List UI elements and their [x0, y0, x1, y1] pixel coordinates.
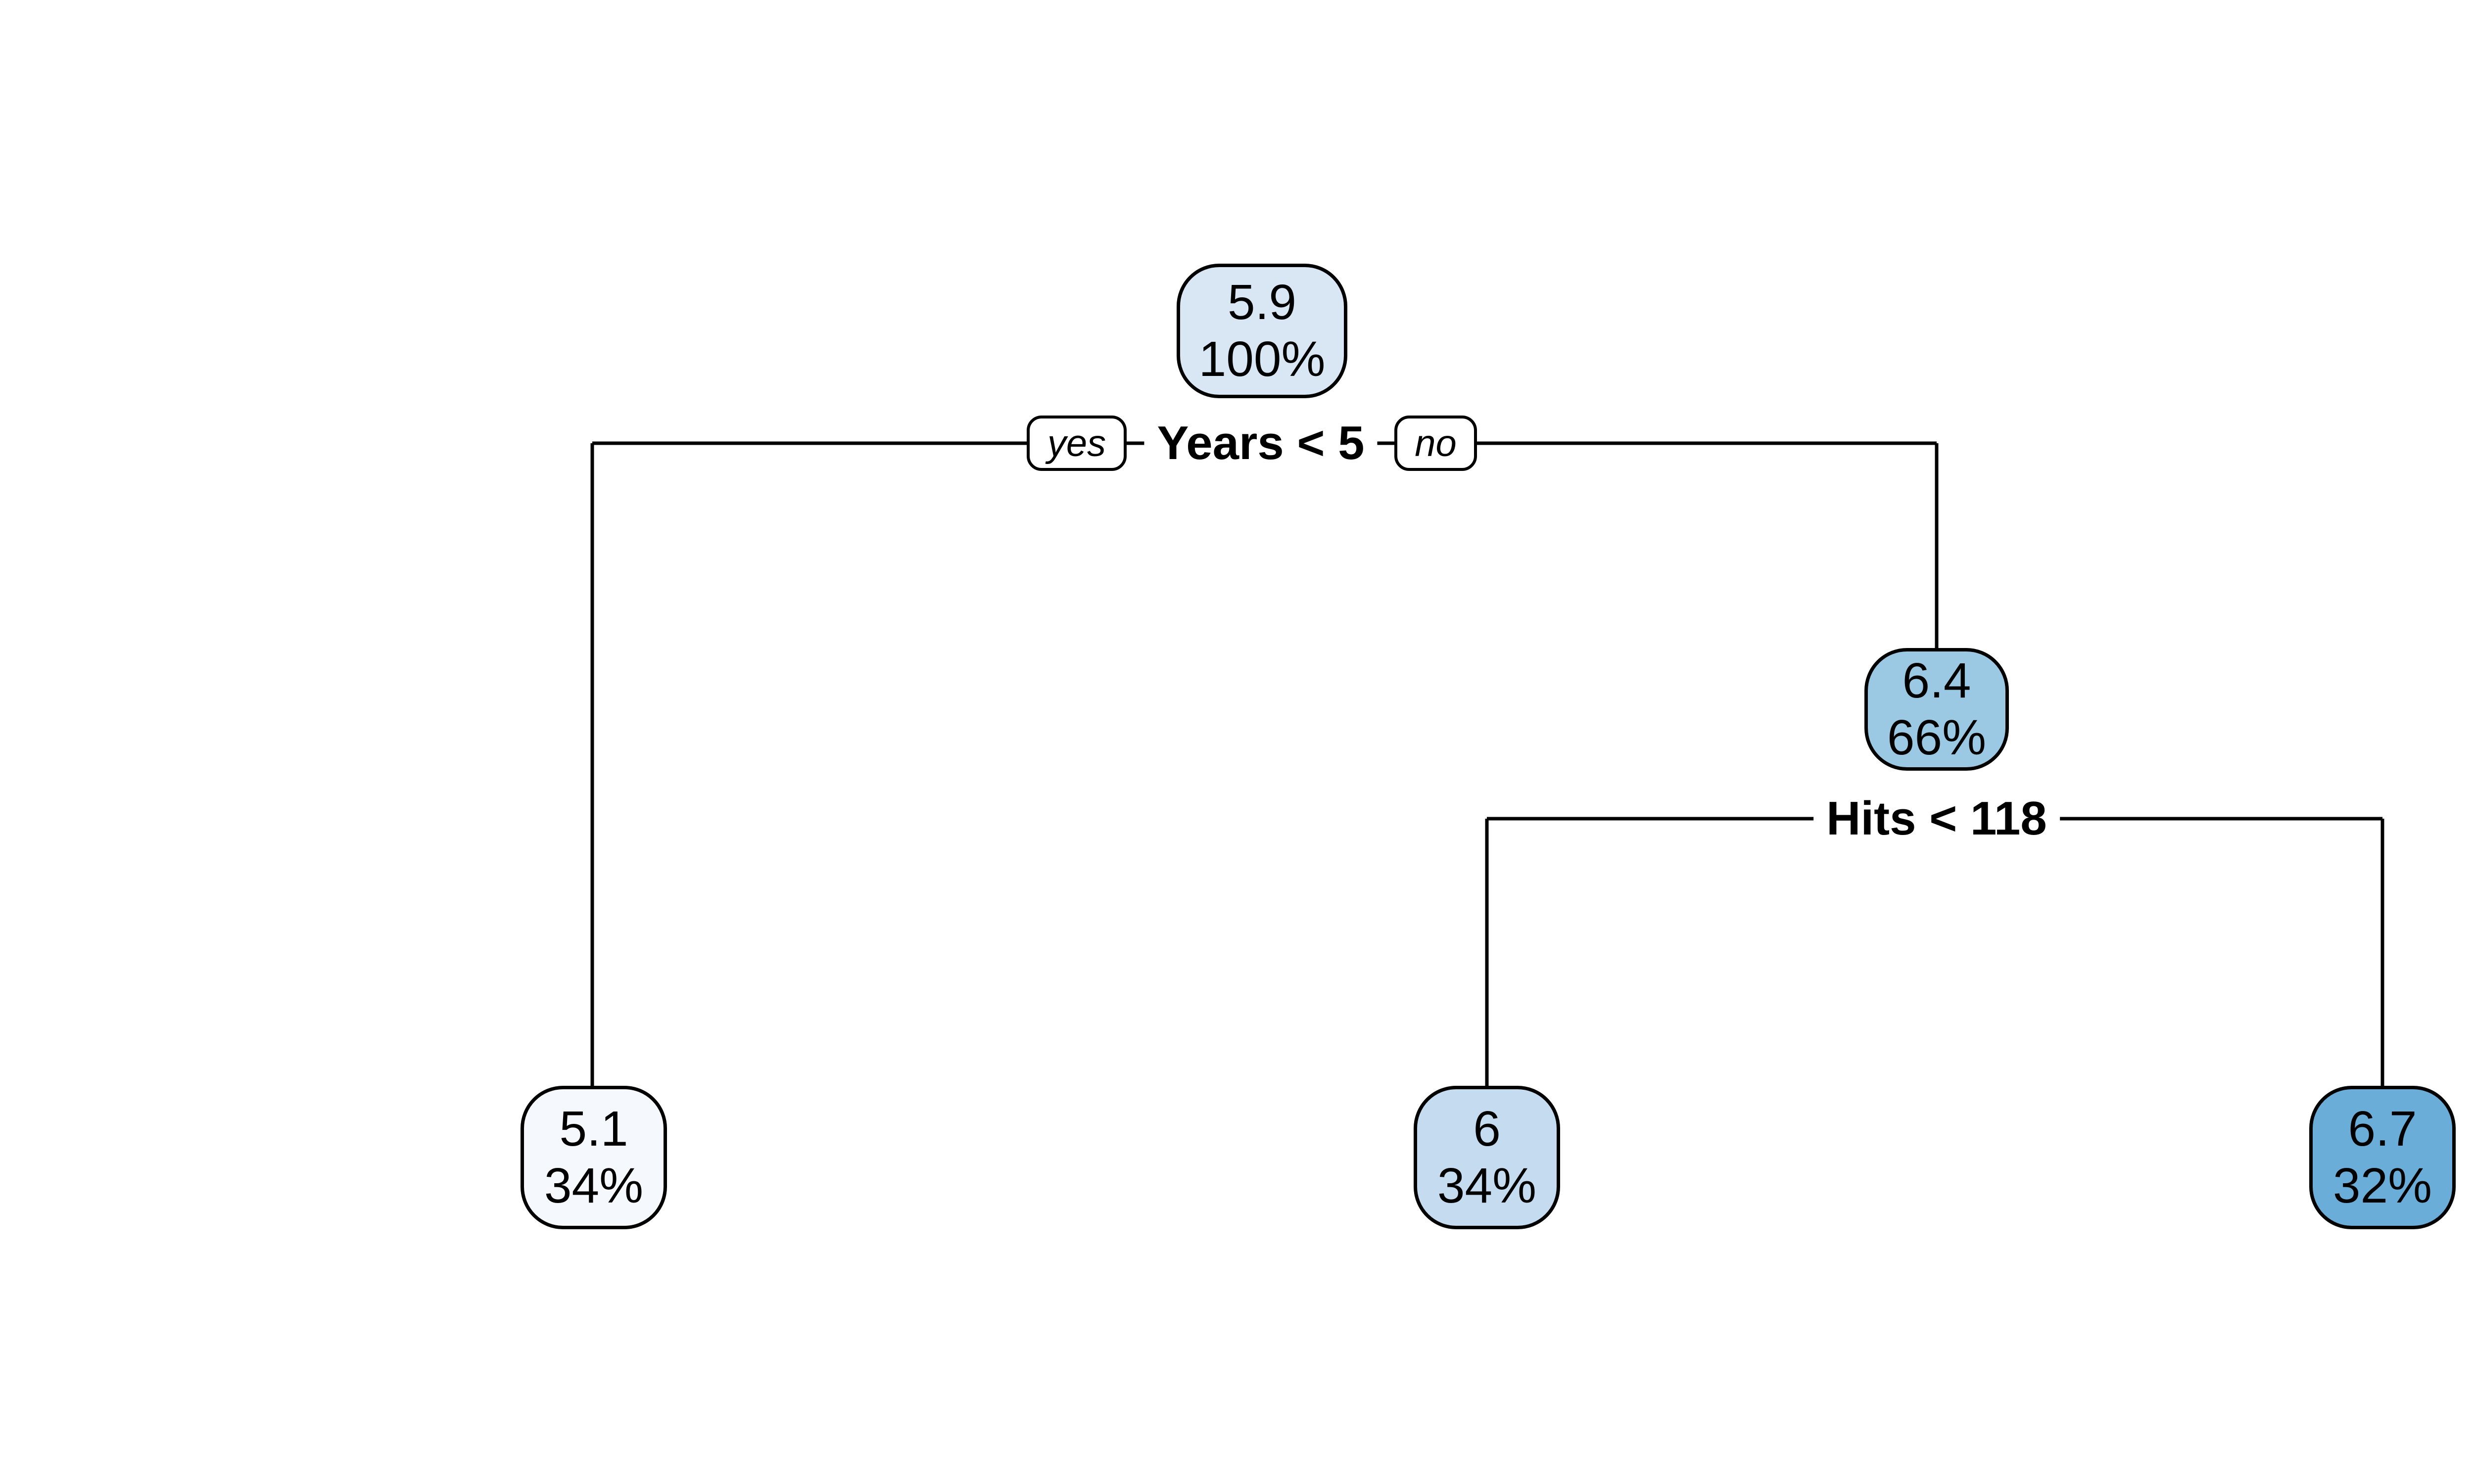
- node-value: 5.1: [559, 1101, 628, 1157]
- split-condition-years: Years < 5: [1144, 412, 1378, 474]
- no-branch-text: no: [1415, 422, 1457, 464]
- tree-leaf-no-yes: 6 34%: [1414, 1086, 1560, 1229]
- node-percent: 32%: [2332, 1158, 2432, 1213]
- yes-branch-label: yes: [1027, 416, 1127, 471]
- node-percent: 100%: [1198, 331, 1326, 387]
- tree-leaf-yes: 5.1 34%: [521, 1086, 667, 1229]
- tree-node-root: 5.9 100%: [1177, 264, 1347, 398]
- no-branch-label: no: [1394, 416, 1477, 471]
- node-percent: 66%: [1887, 710, 1987, 765]
- tree-leaf-no-no: 6.7 32%: [2309, 1086, 2456, 1229]
- tree-node-internal-no: 6.4 66%: [1864, 648, 2009, 771]
- node-value: 6: [1473, 1101, 1501, 1157]
- node-value: 6.7: [2348, 1101, 2417, 1157]
- node-percent: 34%: [1437, 1158, 1537, 1213]
- split-condition-hits: Hits < 118: [1813, 788, 2060, 850]
- node-percent: 34%: [544, 1158, 644, 1213]
- node-value: 6.4: [1902, 653, 1971, 708]
- node-value: 5.9: [1227, 275, 1296, 330]
- yes-branch-text: yes: [1047, 422, 1106, 464]
